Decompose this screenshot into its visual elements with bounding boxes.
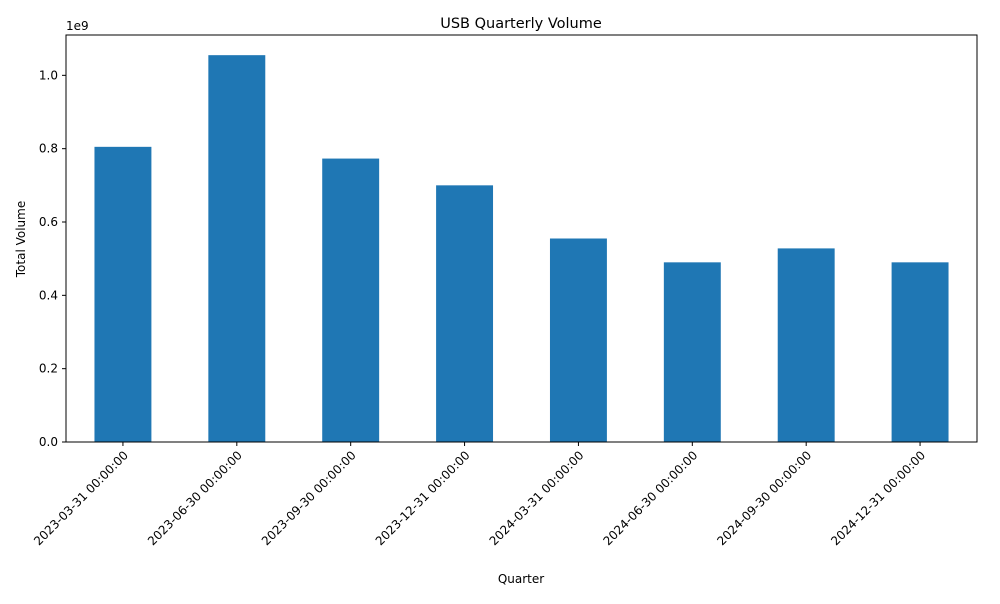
bar-8	[891, 262, 949, 442]
x-tick-label: 2024-03-31 00:00:00	[487, 448, 587, 548]
y-tick-label: 0.6	[39, 215, 58, 229]
x-tick-label: 2024-12-31 00:00:00	[828, 448, 928, 548]
chart-title: USB Quarterly Volume	[440, 16, 602, 32]
x-tick-label: 2023-06-30 00:00:00	[145, 448, 245, 548]
y-axis-label: Total Volume	[14, 201, 28, 278]
bar-1	[94, 146, 152, 443]
x-tick-label: 2023-09-30 00:00:00	[259, 448, 359, 548]
x-axis-ticks: 2023-03-31 00:00:00 2023-06-30 00:00:00 20…	[31, 442, 928, 548]
bar-7	[777, 248, 835, 442]
y-axis-ticks: 0.0 0.2 0.4 0.6 0.8 1.0	[39, 68, 66, 449]
x-tick-label: 2023-12-31 00:00:00	[373, 448, 473, 548]
y-axis-offset-label: 1e9	[66, 19, 89, 33]
bar-3	[322, 158, 380, 443]
bar-5	[549, 238, 607, 442]
x-tick-label: 2023-03-31 00:00:00	[31, 448, 131, 548]
y-tick-label: 1.0	[39, 68, 58, 82]
y-tick-label: 0.2	[39, 362, 58, 376]
bar-series	[94, 55, 949, 443]
bar-4	[436, 185, 494, 443]
y-tick-label: 0.0	[39, 435, 58, 449]
bar-6	[663, 262, 721, 442]
y-tick-label: 0.8	[39, 142, 58, 156]
y-tick-label: 0.4	[39, 288, 58, 302]
x-tick-label: 2024-09-30 00:00:00	[714, 448, 814, 548]
x-tick-label: 2024-06-30 00:00:00	[600, 448, 700, 548]
bar-2	[208, 55, 266, 443]
x-axis-label: Quarter	[498, 572, 544, 586]
plot-frame	[65, 34, 978, 443]
